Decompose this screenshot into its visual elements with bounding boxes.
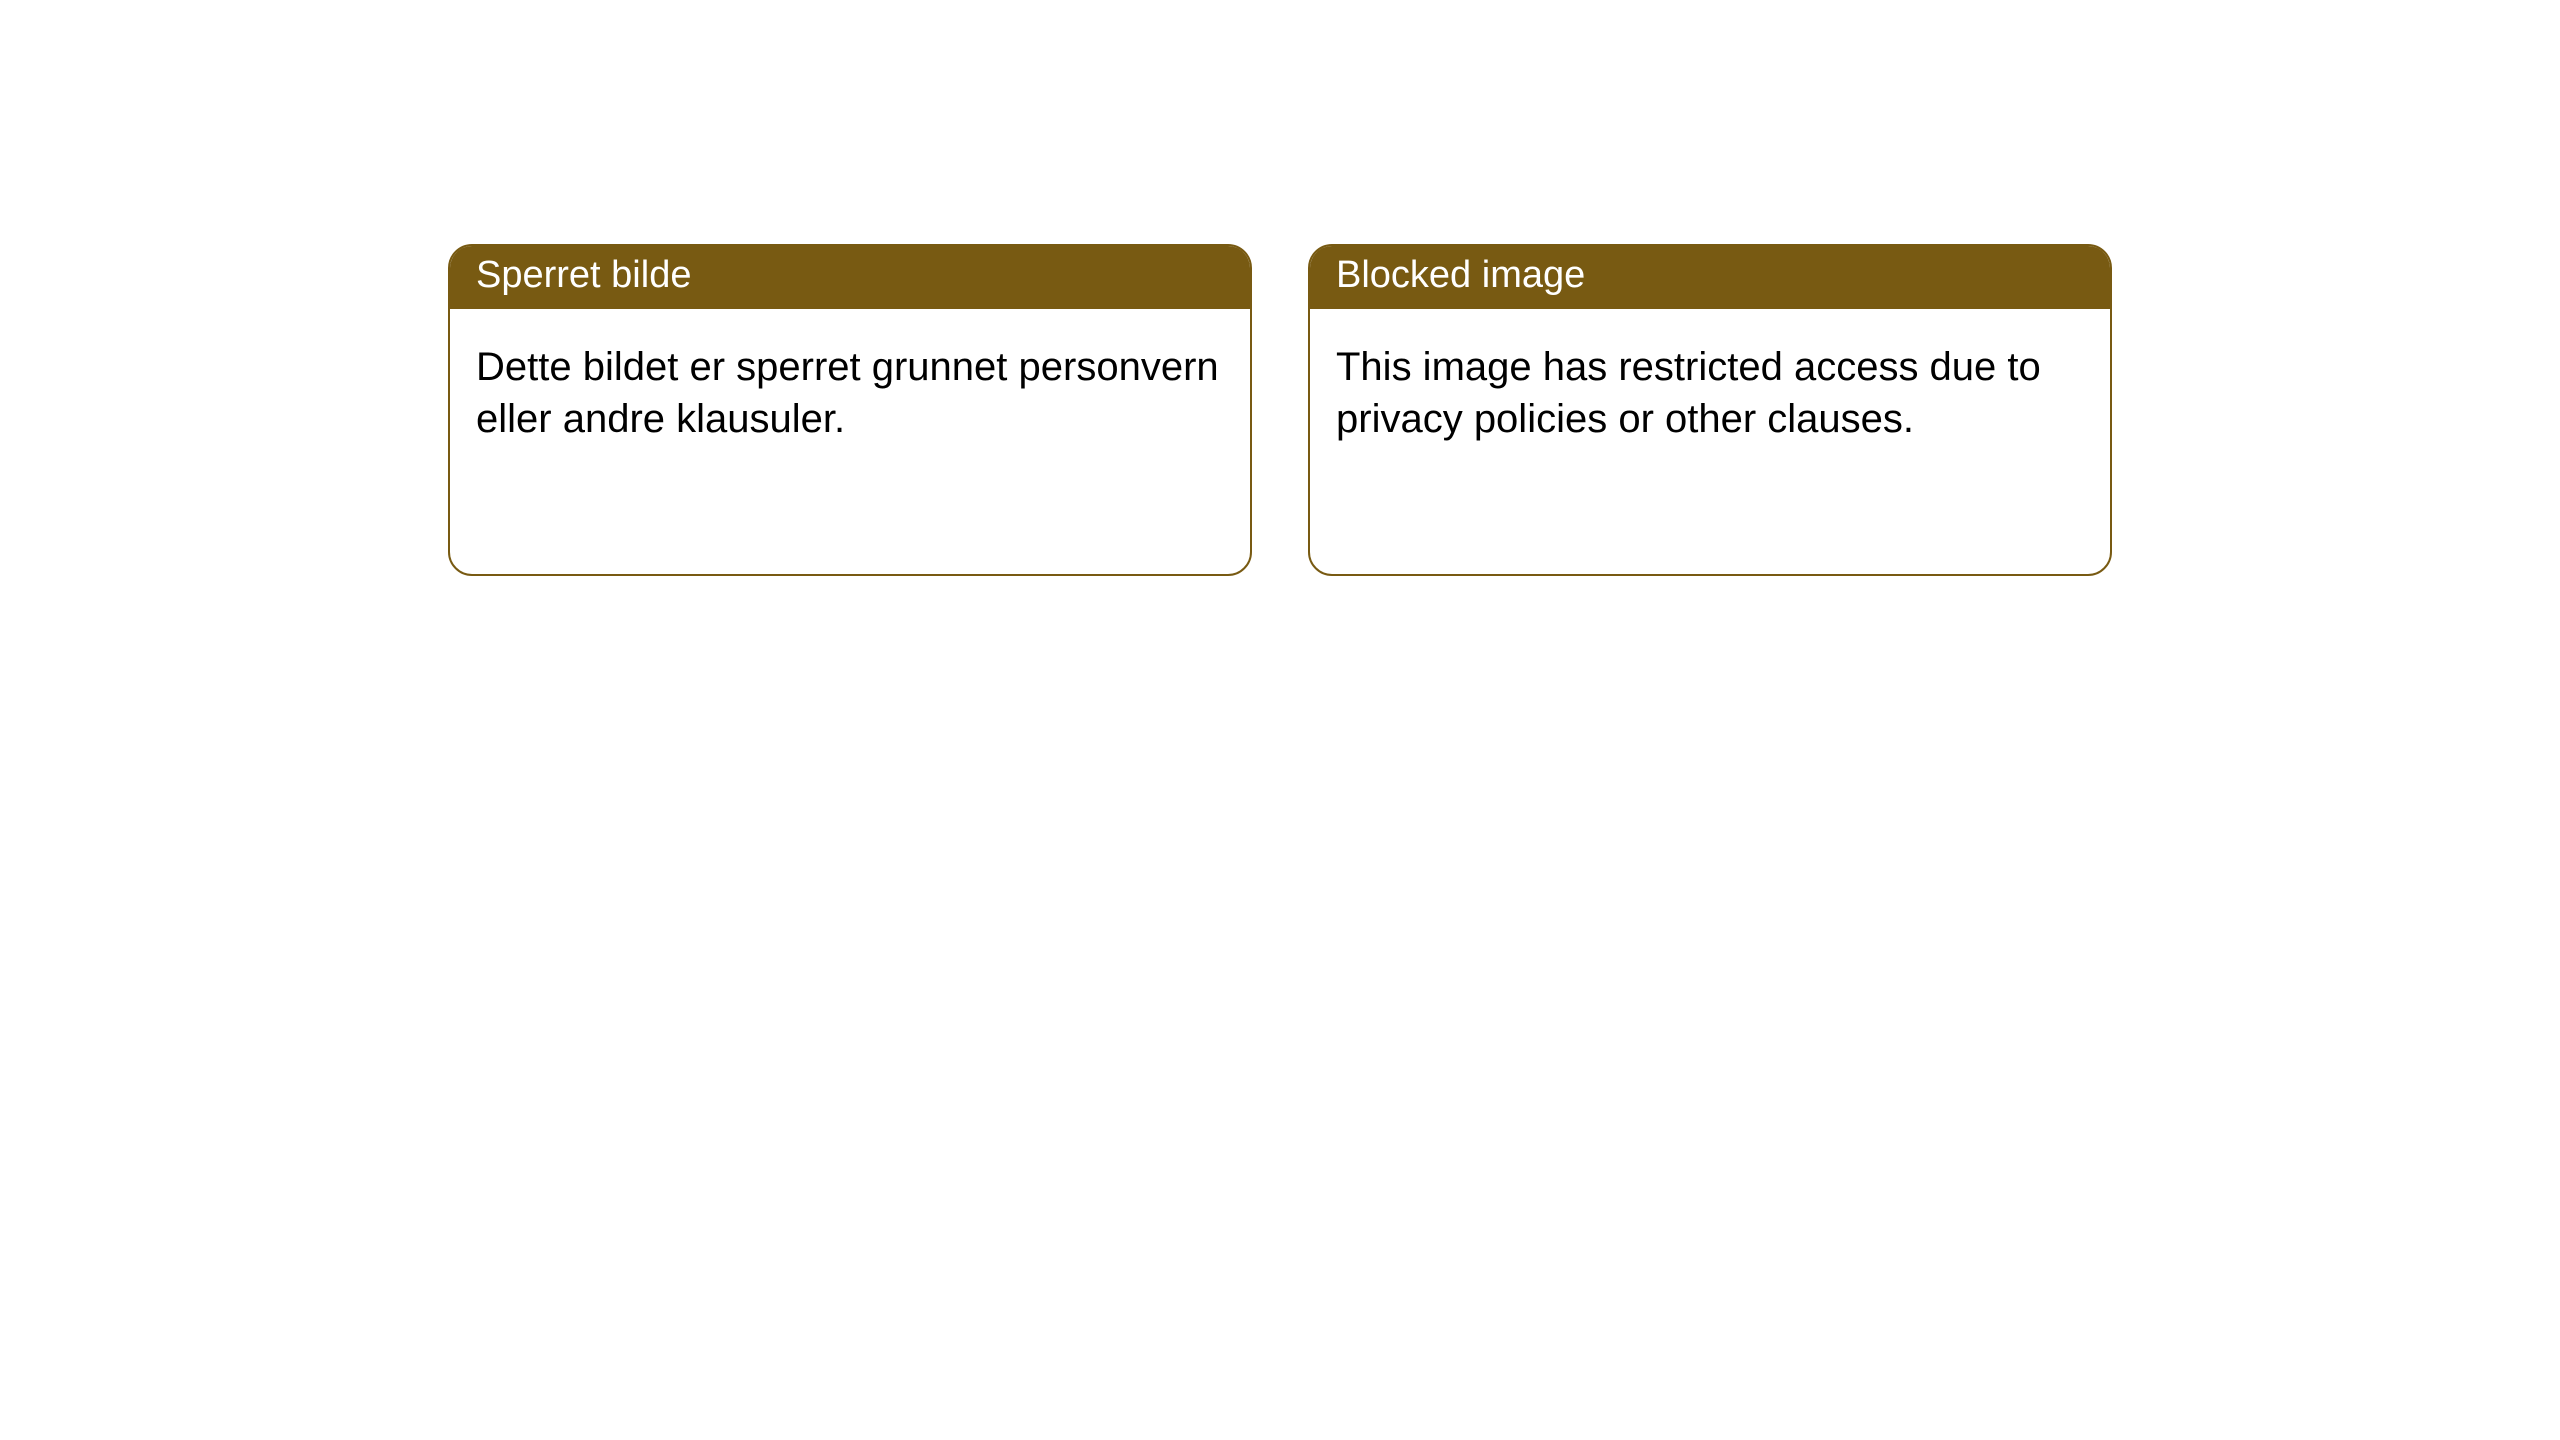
blocked-image-card-no: Sperret bilde Dette bildet er sperret gr… <box>448 244 1252 576</box>
cards-container: Sperret bilde Dette bildet er sperret gr… <box>0 0 2560 576</box>
blocked-image-card-en: Blocked image This image has restricted … <box>1308 244 2112 576</box>
card-header-en: Blocked image <box>1310 246 2110 309</box>
card-body-en: This image has restricted access due to … <box>1310 309 2110 477</box>
card-header-no: Sperret bilde <box>450 246 1250 309</box>
card-body-no: Dette bildet er sperret grunnet personve… <box>450 309 1250 477</box>
